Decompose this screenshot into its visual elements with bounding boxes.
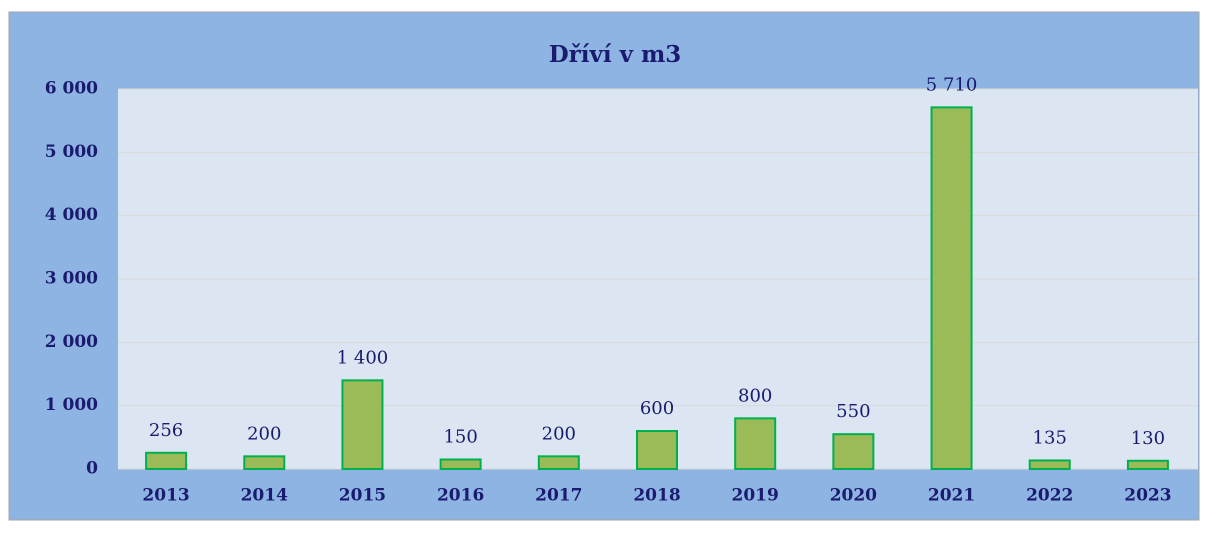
data-label: 130: [1131, 428, 1165, 449]
y-tick-label: 6 000: [45, 79, 98, 99]
chart-title: Dříví v m3: [549, 41, 682, 68]
data-label: 800: [738, 385, 772, 406]
x-tick-label: 2023: [1124, 486, 1171, 506]
y-tick-label: 5 000: [45, 142, 98, 162]
bar: [537, 455, 580, 471]
x-tick-label: 2017: [535, 486, 582, 506]
bar: [243, 455, 286, 471]
bar: [145, 451, 188, 470]
bar: [439, 458, 482, 470]
y-tick-label: 4 000: [45, 205, 98, 225]
bar: [734, 417, 777, 471]
x-tick-label: 2020: [830, 486, 877, 506]
bar: [636, 430, 678, 470]
x-tick-label: 2014: [241, 486, 288, 506]
data-label: 1 400: [337, 347, 389, 368]
data-label: 256: [149, 420, 183, 441]
y-tick-label: 0: [86, 459, 98, 479]
data-label: 135: [1033, 427, 1067, 448]
x-tick-label: 2018: [633, 486, 680, 506]
data-label: 150: [443, 427, 477, 448]
x-tick-label: 2019: [732, 486, 779, 506]
y-tick-label: 3 000: [45, 269, 98, 289]
data-label: 600: [640, 398, 674, 419]
x-tick-label: 2021: [928, 486, 975, 506]
bar: [1028, 459, 1071, 471]
data-label: 200: [247, 423, 281, 444]
bar: [832, 433, 875, 470]
x-tick-label: 2022: [1026, 486, 1073, 506]
x-tick-label: 2016: [437, 486, 484, 506]
data-label: 5 710: [926, 74, 978, 95]
bar: [1126, 459, 1169, 470]
bar: [930, 106, 973, 470]
x-tick-label: 2015: [339, 486, 386, 506]
y-tick-label: 1 000: [45, 395, 98, 415]
data-label: 200: [542, 423, 576, 444]
x-tick-label: 2013: [142, 486, 189, 506]
data-label: 550: [836, 401, 870, 422]
y-tick-label: 2 000: [45, 332, 98, 352]
bar: [341, 379, 384, 471]
